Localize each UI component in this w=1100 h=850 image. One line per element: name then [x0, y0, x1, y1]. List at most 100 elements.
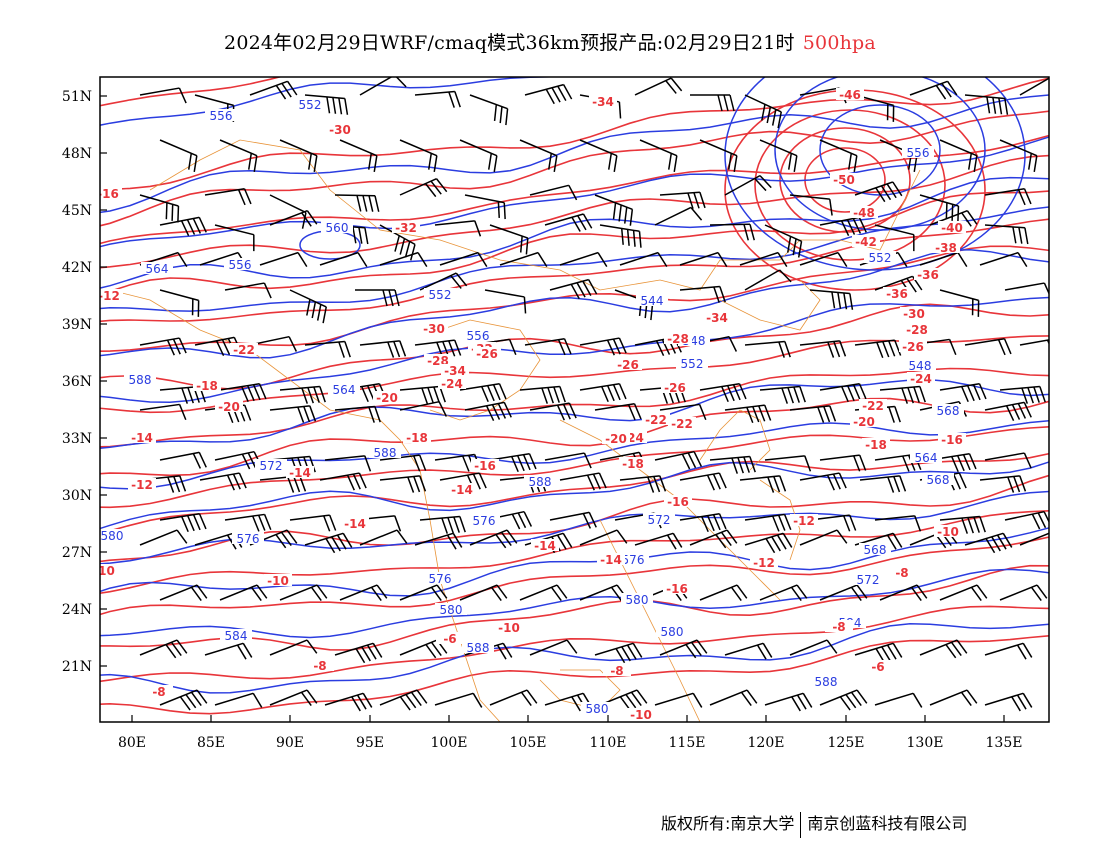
- temperature-label: -22: [671, 417, 693, 431]
- temperature-label-bg: [642, 413, 670, 425]
- wind-barb-icon: [859, 475, 907, 493]
- wind-barb-icon: [984, 188, 1032, 206]
- height-label-bg: [636, 294, 668, 306]
- wind-barb-icon: [744, 532, 793, 554]
- height-label-bg: [424, 572, 456, 584]
- wind-barb-icon: [939, 383, 987, 403]
- height-label-bg: [424, 288, 456, 300]
- lon-tick-label: 80E: [118, 735, 146, 751]
- wind-barb-icon: [524, 83, 573, 105]
- lon-tick-label: 120E: [748, 735, 785, 751]
- lat-tick-label: 51N: [62, 89, 92, 105]
- height-label: 576: [429, 572, 452, 586]
- height-label: 544: [641, 294, 664, 308]
- temperature-label-bg: [830, 173, 858, 185]
- wind-barb-icon: [789, 194, 833, 216]
- temperature-label: -14: [131, 431, 153, 445]
- height-contour-closed: [724, 77, 1026, 271]
- temperature-label-bg: [286, 466, 314, 478]
- wind-barb-icon: [764, 692, 813, 712]
- wind-barb-icon: [929, 209, 978, 227]
- temperature-label-bg: [883, 287, 911, 299]
- temperature-label-bg: [100, 187, 122, 199]
- height-label-bg: [524, 475, 556, 487]
- wind-barb-icon: [744, 513, 792, 532]
- boundary-line: [109, 289, 501, 722]
- wind-barb-icon: [579, 139, 618, 173]
- temperature-label: -12: [793, 514, 815, 528]
- wind-barb-icon: [304, 532, 353, 554]
- wind-barb-icon: [334, 405, 381, 423]
- height-contour-line: [100, 461, 1049, 530]
- height-label-bg: [462, 329, 494, 341]
- temperature-label: -16: [941, 433, 963, 447]
- height-label-bg: [321, 221, 353, 233]
- temperature-label-bg: [899, 340, 927, 352]
- height-label: 580: [586, 702, 609, 716]
- temperature-label: -6: [871, 660, 884, 674]
- temperature-label: -20: [853, 415, 875, 429]
- wind-barb-icon: [999, 139, 1038, 173]
- wind-barb-icon: [159, 289, 200, 317]
- height-label-bg: [435, 603, 467, 615]
- wind-barb-icon: [764, 455, 812, 472]
- height-label: 552: [869, 251, 892, 265]
- wind-barb-icon: [724, 404, 772, 423]
- wind-barb-icon: [304, 94, 349, 115]
- height-contour-line: [100, 378, 1049, 450]
- temperature-label-bg: [589, 95, 617, 107]
- temperature-label-bg: [436, 632, 464, 644]
- wind-barb-icon: [1019, 77, 1049, 96]
- wind-barb-icon: [464, 194, 506, 220]
- wind-barb-icon: [464, 401, 512, 422]
- height-label: 572: [260, 459, 283, 473]
- isotherm-line: [100, 154, 1049, 269]
- temperature-label-bg: [852, 235, 880, 247]
- height-contour-line: [100, 176, 1049, 289]
- wind-barb-icon: [909, 80, 958, 100]
- lon-tick-label: 115E: [669, 735, 706, 751]
- wind-barb-icon: [269, 689, 318, 707]
- wind-barb-icon: [964, 338, 1012, 356]
- temperature-label: -34: [444, 364, 466, 378]
- temperature-label: -50: [833, 173, 855, 187]
- temperature-label: -10: [630, 708, 652, 722]
- height-label: 568: [864, 543, 887, 557]
- wind-barb-icon: [879, 385, 926, 404]
- wind-barb-icon: [579, 383, 627, 403]
- wind-barb-icon: [419, 515, 466, 534]
- height-label-bg: [910, 451, 942, 463]
- temperature-label: -26: [664, 381, 686, 395]
- wind-barb-icon: [379, 251, 428, 268]
- height-label: 588: [529, 475, 552, 489]
- temperature-label: -28: [667, 332, 689, 346]
- height-label: 576: [237, 532, 260, 546]
- height-contour-closed: [774, 77, 986, 231]
- wind-barb-icon: [799, 251, 848, 268]
- temperature-label: -8: [895, 566, 908, 580]
- height-label-bg: [294, 98, 326, 110]
- map-title: 2024年02月29日WRF/cmaq模式36km预报产品:02月29日21时 5…: [0, 28, 1100, 55]
- height-label: 568: [927, 473, 950, 487]
- wind-barb-icon: [159, 451, 207, 469]
- wind-barb-icon: [399, 385, 446, 404]
- temperature-label-bg: [264, 574, 292, 586]
- temperature-labels: -30 -32 -34 -46 -50 -48 -42 -40 -38 -36 -36 -34 -30 -…: [100, 88, 966, 722]
- height-label: 556: [467, 329, 490, 343]
- isotherm-line: [100, 397, 1049, 477]
- height-contour-line: [100, 296, 1049, 404]
- wind-barb-icon: [359, 340, 407, 358]
- lon-tick-label: 125E: [828, 735, 865, 751]
- temperature-label: -30: [903, 307, 925, 321]
- wind-barb-icon: [379, 475, 427, 493]
- wind-barb-icon: [799, 472, 847, 491]
- height-label-bg: [621, 593, 653, 605]
- height-label-bg: [255, 459, 287, 471]
- wind-barb-icon: [759, 139, 798, 173]
- temperature-label: -16: [474, 459, 496, 473]
- temperature-label: -42: [855, 235, 877, 249]
- wind-barb-icon: [469, 94, 509, 126]
- lat-tick-label: 42N: [62, 260, 92, 276]
- temperature-label: -16: [666, 582, 688, 596]
